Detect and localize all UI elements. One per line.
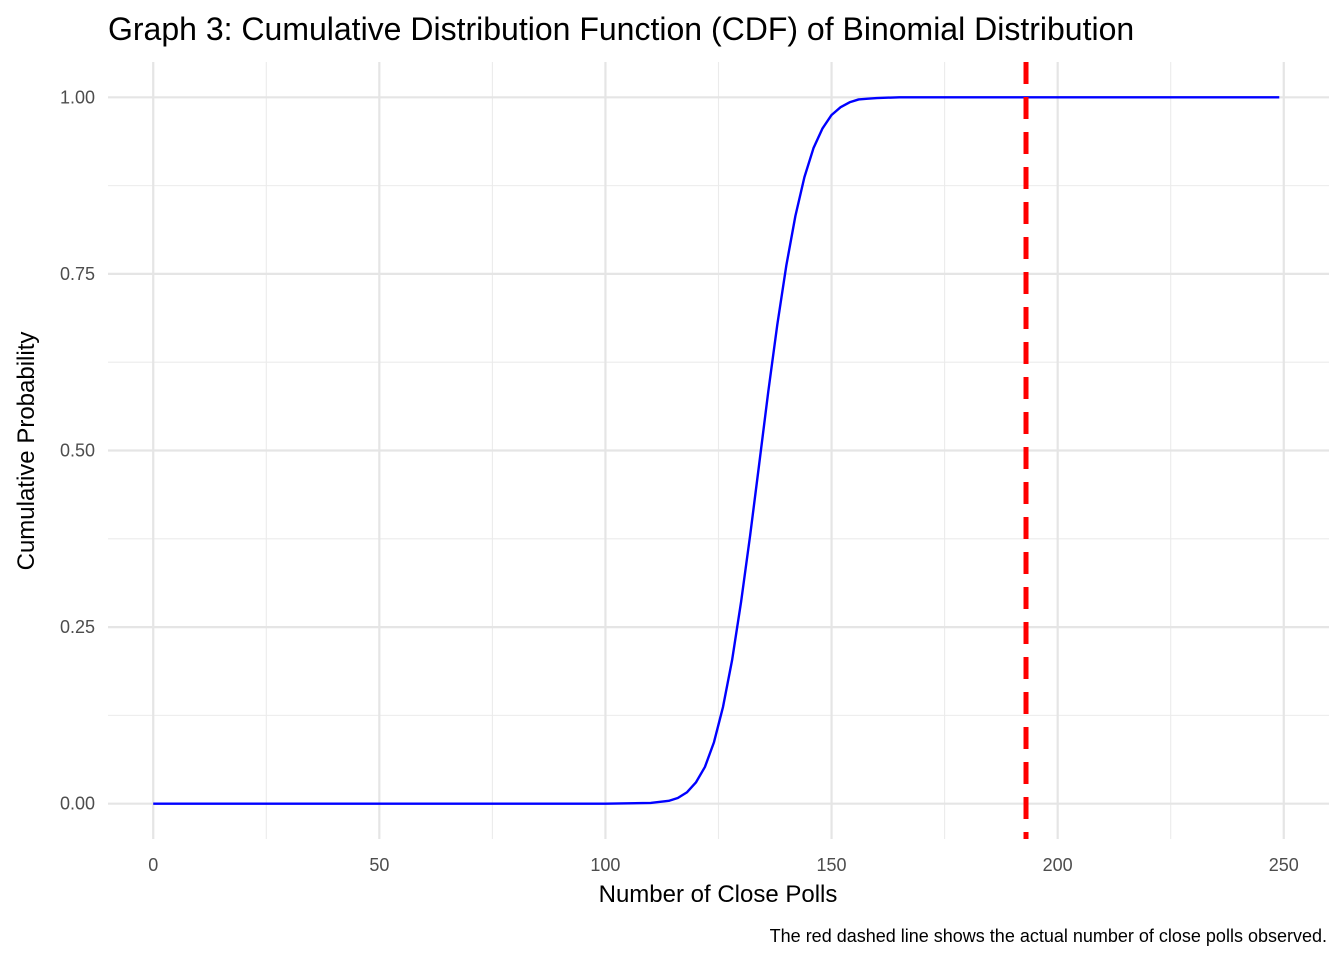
- x-tick-label: 200: [1043, 855, 1073, 875]
- x-tick-labels: 0 50 100 150 200 250: [148, 855, 1299, 875]
- y-tick-label: 0.00: [60, 794, 95, 814]
- y-axis-title: Cumulative Probability: [13, 332, 40, 571]
- x-axis-title: Number of Close Polls: [599, 881, 838, 908]
- y-tick-labels: 0.00 0.25 0.50 0.75 1.00: [60, 87, 95, 813]
- grid-major-lines: [108, 62, 1329, 839]
- x-tick-label: 100: [590, 855, 620, 875]
- series-layer: [153, 96, 1280, 805]
- x-tick-label: 50: [369, 855, 389, 875]
- cdf-line: [153, 96, 1280, 805]
- y-tick-label: 1.00: [60, 87, 95, 107]
- chart-title: Graph 3: Cumulative Distribution Functio…: [108, 11, 1134, 47]
- x-tick-label: 0: [148, 855, 158, 875]
- x-tick-label: 250: [1269, 855, 1299, 875]
- chart-caption: The red dashed line shows the actual num…: [770, 926, 1327, 946]
- y-tick-label: 0.50: [60, 441, 95, 461]
- y-tick-label: 0.75: [60, 264, 95, 284]
- x-tick-label: 150: [817, 855, 847, 875]
- y-tick-label: 0.25: [60, 617, 95, 637]
